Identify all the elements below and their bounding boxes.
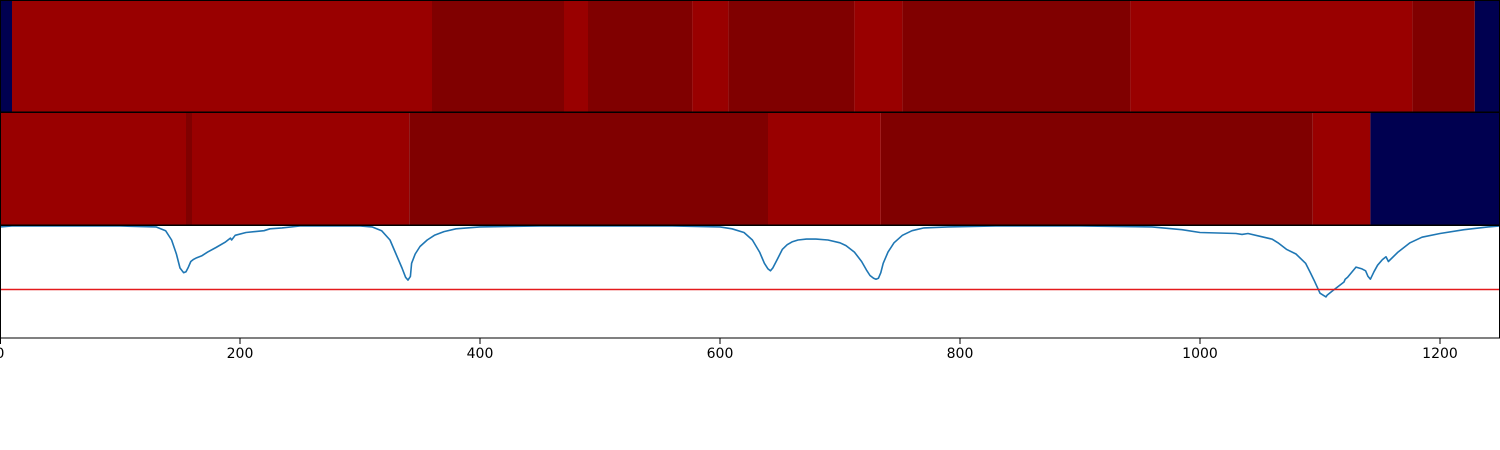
heatmap-bottom-cell-1 bbox=[186, 113, 192, 225]
x-tick-label-200: 200 bbox=[227, 346, 254, 362]
heatmap-top-cell-6 bbox=[728, 1, 855, 112]
signal-line bbox=[0, 225, 1500, 298]
heatmap-top bbox=[0, 1, 1500, 112]
heatmap-top-cell-10 bbox=[1412, 1, 1475, 112]
heatmap-top-cell-7 bbox=[854, 1, 903, 112]
x-tick-label-0: 0 bbox=[0, 346, 4, 362]
heatmap-top-cell-8 bbox=[902, 1, 1131, 112]
heatmap-top-cell-11 bbox=[1474, 1, 1500, 112]
heatmap-top-cell-1 bbox=[12, 1, 432, 112]
x-axis: 0 200 400 600 800 1000 1200 bbox=[0, 338, 1458, 362]
x-tick-label-1200: 1200 bbox=[1422, 346, 1458, 362]
line-series-group bbox=[0, 225, 1500, 298]
heatmap-bottom-cell-3 bbox=[409, 113, 768, 225]
heatmap-top-cell-2 bbox=[432, 1, 564, 112]
heatmap-top-cell-9 bbox=[1130, 1, 1413, 112]
heatmap-bottom-cell-0 bbox=[0, 113, 186, 225]
heatmap-bottom-cell-6 bbox=[1312, 113, 1371, 225]
heatmap-top-cell-0 bbox=[0, 1, 12, 112]
heatmap-bottom-cell-5 bbox=[880, 113, 1313, 225]
x-tick-label-400: 400 bbox=[467, 346, 494, 362]
heatmap-bottom bbox=[0, 113, 1500, 225]
heatmap-top-cell-5 bbox=[692, 1, 729, 112]
line-panel-background bbox=[0, 226, 1500, 338]
heatmap-top-cell-4 bbox=[588, 1, 693, 112]
line-panel bbox=[0, 225, 1500, 338]
heatmap-bottom-cell-7 bbox=[1370, 113, 1500, 225]
x-tick-label-1000: 1000 bbox=[1182, 346, 1218, 362]
heatmap-top-cell-3 bbox=[564, 1, 588, 112]
x-tick-label-800: 800 bbox=[947, 346, 974, 362]
x-tick-label-600: 600 bbox=[707, 346, 734, 362]
heatmap-bottom-cell-2 bbox=[192, 113, 410, 225]
heatmap-bottom-cell-4 bbox=[768, 113, 881, 225]
